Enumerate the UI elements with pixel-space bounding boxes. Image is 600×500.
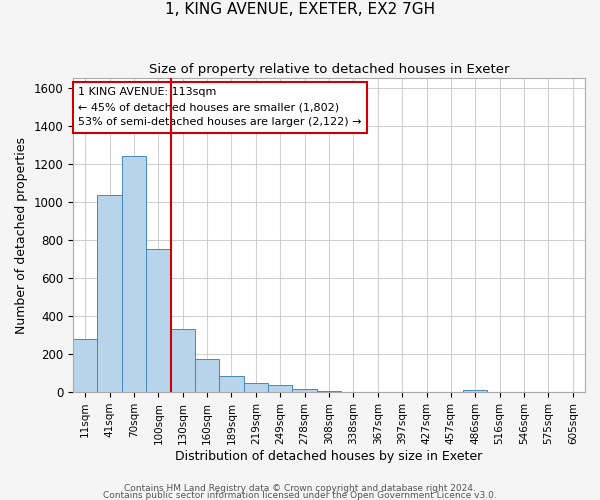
Bar [268, 386, 292, 392]
Text: Contains HM Land Registry data © Crown copyright and database right 2024.: Contains HM Land Registry data © Crown c… [124, 484, 476, 493]
Bar [463, 390, 487, 392]
Bar [122, 156, 146, 392]
Bar [170, 330, 195, 392]
Text: Contains public sector information licensed under the Open Government Licence v3: Contains public sector information licen… [103, 491, 497, 500]
Bar [146, 250, 170, 392]
Bar [292, 388, 317, 392]
Title: Size of property relative to detached houses in Exeter: Size of property relative to detached ho… [149, 62, 509, 76]
Bar [97, 195, 122, 392]
Bar [220, 376, 244, 392]
X-axis label: Distribution of detached houses by size in Exeter: Distribution of detached houses by size … [175, 450, 482, 462]
Bar [244, 382, 268, 392]
Y-axis label: Number of detached properties: Number of detached properties [15, 136, 28, 334]
Text: 1 KING AVENUE: 113sqm
← 45% of detached houses are smaller (1,802)
53% of semi-d: 1 KING AVENUE: 113sqm ← 45% of detached … [78, 88, 362, 127]
Bar [73, 339, 97, 392]
Bar [195, 359, 220, 392]
Bar [317, 390, 341, 392]
Text: 1, KING AVENUE, EXETER, EX2 7GH: 1, KING AVENUE, EXETER, EX2 7GH [165, 2, 435, 18]
